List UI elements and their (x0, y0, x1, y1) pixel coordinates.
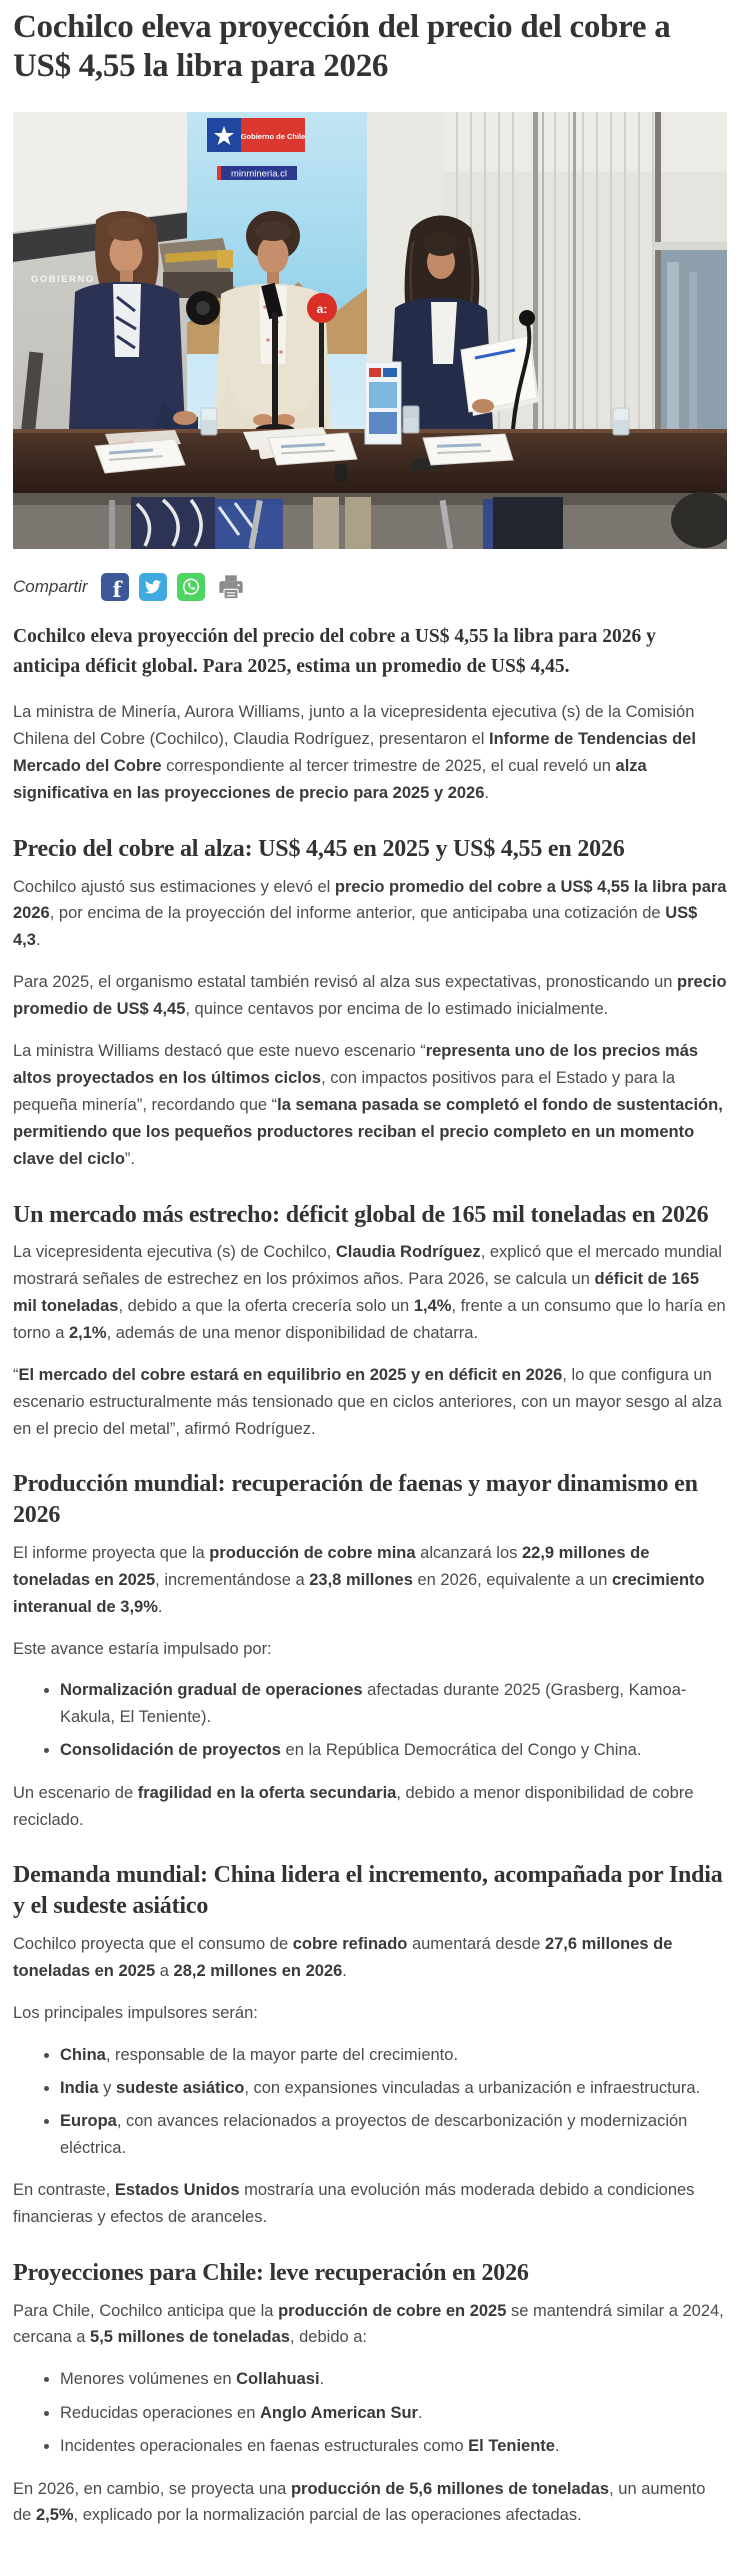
paragraph: Cochilco ajustó sus estimaciones y elevó… (13, 877, 727, 950)
press-microphone: a: (307, 292, 337, 430)
svg-text:f: f (112, 577, 123, 601)
name-plate (267, 432, 358, 466)
article-body: Cochilco eleva proyección del precio del… (13, 622, 727, 2529)
paragraph: En contraste, Estados Unidos mostraría u… (13, 2181, 695, 2226)
list-item: Reducidas operaciones en Anglo American … (60, 2400, 727, 2426)
chile-flag-star (214, 125, 234, 145)
person-right (389, 215, 539, 429)
name-plate (94, 438, 186, 474)
twitter-icon (144, 580, 161, 594)
gooseneck-mic-head (519, 309, 535, 326)
bullet-list: Normalización gradual de operaciones afe… (13, 1677, 727, 1763)
paragraph: Este avance estaría impulsado por: (13, 1639, 272, 1658)
section-heading: Proyecciones para Chile: leve recuperaci… (13, 2259, 529, 2286)
page-title: Cochilco eleva proyección del precio del… (13, 9, 671, 84)
mic-logo-label: a: (317, 302, 328, 316)
section-heading: Demanda mundial: China lidera el increme… (13, 1862, 723, 1920)
section-heading: Precio del cobre al alza: US$ 4,45 en 20… (13, 835, 625, 862)
water-glass (612, 407, 630, 436)
water-glass (200, 407, 218, 436)
share-label: Compartir (13, 576, 88, 596)
facebook-icon: f (112, 577, 123, 601)
water-glass (402, 405, 420, 434)
paragraph: El informe proyecta que la producción de… (13, 1543, 705, 1616)
list-item: Incidentes operacionales en faenas estru… (60, 2433, 727, 2459)
paragraph: La vicepresidenta ejecutiva (s) de Cochi… (13, 1243, 726, 1342)
section-heading: Producción mundial: recuperación de faen… (13, 1471, 698, 1529)
chile-flag-red (241, 117, 305, 152)
gooseneck-mic (511, 323, 532, 430)
conference-table (13, 361, 727, 493)
flag-label: Gobierno de Chile (241, 132, 306, 141)
list-item: Consolidación de proyectos en la Repúbli… (60, 1737, 727, 1763)
article-image: GOBIERNO DE CHILE Gobierno de Chile minm… (13, 111, 727, 549)
under-table (13, 491, 727, 549)
paragraph: La ministra de Minería, Aurora Williams,… (13, 703, 696, 802)
banner-site-label: minmineria.cl (231, 168, 287, 179)
whatsapp-share-button[interactable] (176, 572, 205, 601)
list-item: Europa, con avances relacionados a proye… (60, 2108, 727, 2161)
press-conference-photo: GOBIERNO DE CHILE Gobierno de Chile minm… (13, 111, 727, 549)
clicker (335, 463, 347, 482)
list-item: China, responsable de la mayor parte del… (60, 2042, 727, 2068)
name-plate (422, 433, 514, 466)
facebook-share-button[interactable]: f (100, 572, 129, 601)
paragraph: Para Chile, Cochilco anticipa que la pro… (13, 2301, 724, 2347)
list-item: Normalización gradual de operaciones afe… (60, 1677, 727, 1730)
list-item: India y sudeste asiático, con expansione… (60, 2075, 727, 2101)
paragraph: “El mercado del cobre estará en equilibr… (13, 1365, 722, 1438)
paragraph: Los principales impulsores serán: (13, 2003, 258, 2022)
paragraph: Para 2025, el organismo estatal también … (13, 973, 727, 1019)
paragraph: La ministra Williams destacó que este nu… (13, 1042, 723, 1168)
paragraph: En 2026, en cambio, se proyecta una prod… (13, 2479, 706, 2525)
section-heading: Un mercado más estrecho: déficit global … (13, 1201, 709, 1228)
screen-label: GOBIERNO DE CHILE (31, 274, 155, 285)
article-lede: Cochilco eleva proyección del precio del… (13, 625, 656, 678)
bullet-list: Menores volúmenes en Collahuasi. Reducida… (13, 2366, 727, 2459)
paragraph: Cochilco proyecta que el consumo de cobr… (13, 1934, 673, 1980)
person-left (69, 210, 198, 429)
twitter-share-button[interactable] (138, 572, 167, 601)
whatsapp-icon (182, 578, 199, 595)
report-brochure (364, 361, 402, 445)
share-bar: Compartir f (13, 572, 727, 602)
paragraph: Un escenario de fragilidad en la oferta … (13, 1783, 694, 1829)
bullet-list: China, responsable de la mayor parte del… (13, 2042, 727, 2162)
list-item: Menores volúmenes en Collahuasi. (60, 2366, 727, 2392)
print-icon (218, 575, 243, 600)
print-button[interactable] (215, 572, 247, 602)
article-blocks: La ministra de Minería, Aurora Williams,… (13, 699, 727, 2529)
mining-truck (159, 237, 244, 325)
